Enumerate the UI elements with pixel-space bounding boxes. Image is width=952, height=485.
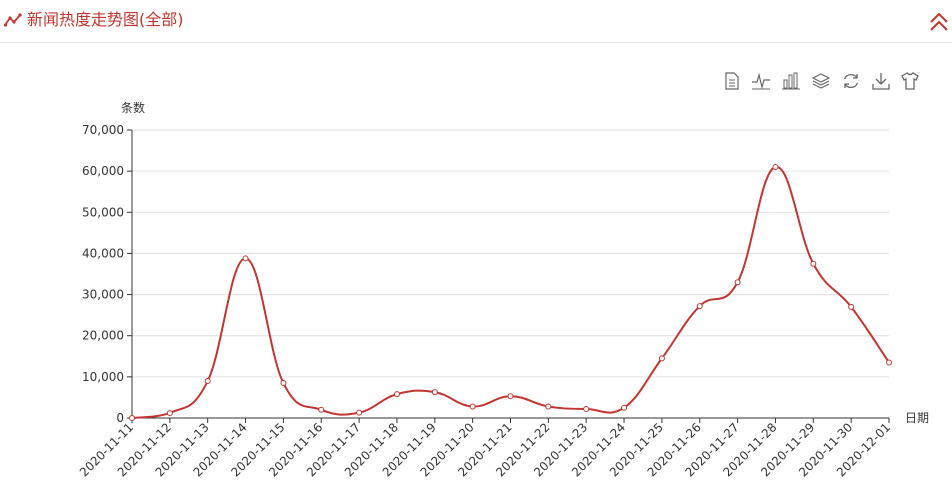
x-axis-label: 日期 — [905, 411, 929, 425]
data-point[interactable] — [318, 406, 325, 413]
data-point[interactable] — [886, 359, 892, 366]
data-point[interactable] — [242, 255, 249, 262]
data-point[interactable] — [658, 355, 665, 362]
y-axis-label: 条数 — [121, 100, 145, 115]
theme-icon[interactable] — [900, 71, 920, 91]
y-tick-label: 30,000 — [82, 288, 124, 302]
bar-switch-icon[interactable] — [781, 71, 801, 91]
x-axis: 2020-11-112020-11-122020-11-132020-11-14… — [77, 417, 893, 479]
data-point[interactable] — [583, 405, 590, 412]
line-chart-icon — [4, 13, 22, 27]
y-tick-label: 60,000 — [82, 164, 124, 178]
data-point[interactable] — [545, 403, 552, 410]
panel-header: 新闻热度走势图(全部) — [0, 0, 952, 43]
stack-icon[interactable] — [811, 71, 831, 91]
data-point[interactable] — [621, 404, 628, 411]
data-point[interactable] — [507, 393, 514, 400]
data-point[interactable] — [356, 409, 363, 416]
restore-icon[interactable] — [841, 71, 861, 91]
page-title: 新闻热度走势图(全部) — [27, 10, 184, 29]
data-point[interactable] — [810, 260, 817, 267]
data-view-icon[interactable] — [722, 71, 742, 91]
data-point[interactable] — [696, 303, 703, 310]
y-tick-label: 20,000 — [82, 329, 124, 343]
data-points — [129, 164, 892, 421]
data-point[interactable] — [204, 377, 211, 384]
y-tick-label: 0 — [116, 411, 124, 425]
data-point[interactable] — [848, 303, 855, 310]
y-axis-ticks: 0 10,000 20,000 30,000 40,000 50,000 60,000 70,… — [82, 123, 133, 425]
line-chart: 0 10,000 20,000 30,000 40,000 50,000 60,000 70,… — [77, 100, 929, 479]
data-point[interactable] — [772, 164, 779, 171]
y-tick-label: 40,000 — [82, 246, 124, 260]
line-switch-icon[interactable] — [751, 71, 771, 91]
data-point[interactable] — [129, 415, 135, 421]
data-point[interactable] — [734, 279, 741, 286]
y-tick-label: 10,000 — [82, 370, 124, 384]
data-point[interactable] — [469, 403, 476, 410]
grid-lines — [132, 129, 889, 378]
y-tick-label: 70,000 — [82, 123, 124, 137]
data-point[interactable] — [431, 389, 438, 396]
chevron-up-double-icon[interactable] — [928, 10, 950, 34]
series-line — [131, 166, 890, 419]
data-point[interactable] — [393, 391, 400, 398]
y-tick-label: 50,000 — [82, 205, 124, 219]
data-point[interactable] — [166, 410, 173, 417]
save-image-icon[interactable] — [871, 71, 891, 91]
data-point[interactable] — [280, 380, 287, 387]
